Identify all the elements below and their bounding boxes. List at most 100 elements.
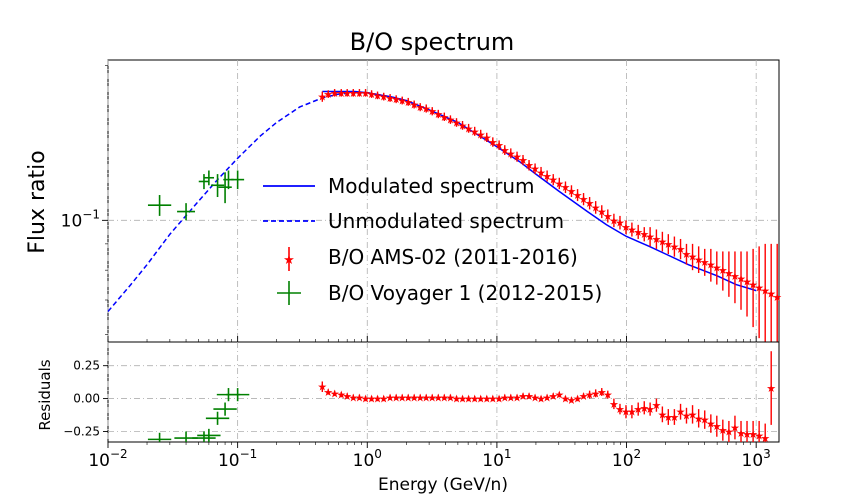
ams-residual-point: ★ xyxy=(591,387,601,400)
ams-residual-point: ★ xyxy=(500,391,510,404)
ams-point: ★ xyxy=(506,147,516,160)
x-axis-label: Energy (GeV/n) xyxy=(378,475,508,495)
ams-point: ★ xyxy=(433,108,443,121)
x-tick-label-exponent: 2 xyxy=(634,447,642,461)
ams-residual-point: ★ xyxy=(621,406,631,419)
ams-point: ★ xyxy=(548,174,558,187)
x-tick-label-exponent: 0 xyxy=(374,447,382,461)
ams-residual-point: ★ xyxy=(464,393,474,406)
ams-point: ★ xyxy=(724,267,734,280)
ams-residual-point: ★ xyxy=(651,399,661,412)
ams-residual-point: ★ xyxy=(669,411,679,424)
chart-title: B/O spectrum xyxy=(350,28,515,56)
residual-y-tick-label: 0.25 xyxy=(73,359,100,373)
ams-residual-point: ★ xyxy=(712,420,722,433)
ams-residual-point: ★ xyxy=(506,391,516,404)
ams-point: ★ xyxy=(754,282,764,295)
ams-point: ★ xyxy=(736,273,746,286)
ams-point: ★ xyxy=(742,276,752,289)
ams-point: ★ xyxy=(379,91,389,104)
ams-point: ★ xyxy=(603,210,613,223)
voyager-point xyxy=(231,170,245,190)
residual-grid xyxy=(107,342,779,442)
ams-point: ★ xyxy=(766,288,776,301)
ams-residual-point: ★ xyxy=(633,403,643,416)
ams-residual-point: ★ xyxy=(682,410,692,423)
ams-point: ★ xyxy=(663,238,673,251)
x-tick-label: 10−2 xyxy=(88,447,127,471)
ams-residual-point: ★ xyxy=(639,402,649,415)
ams-point: ★ xyxy=(342,87,352,100)
ams-residual-point: ★ xyxy=(458,393,468,406)
ams-point: ★ xyxy=(621,221,631,234)
voyager-point xyxy=(210,174,225,198)
legend-unmodulated-label: Unmodulated spectrum xyxy=(328,209,564,233)
ams-residual-point: ★ xyxy=(742,428,752,441)
main-y-tick-label: 10−1 xyxy=(61,207,100,231)
voyager-residual-point xyxy=(174,431,198,442)
ams-point: ★ xyxy=(730,270,740,283)
voyager-residual-point xyxy=(213,402,237,416)
x-tick-label-base: 10 xyxy=(353,451,375,471)
ams-residual-point: ★ xyxy=(330,387,340,400)
ams-residual-point: ★ xyxy=(379,393,389,406)
main-series: ★★★★★★★★★★★★★★★★★★★★★★★★★★★★★★★★★★★★★★★★… xyxy=(107,87,782,342)
ams-residual-point: ★ xyxy=(760,432,770,445)
ams-point: ★ xyxy=(361,87,371,100)
main-grid xyxy=(107,60,779,342)
ams-residual-point: ★ xyxy=(494,393,504,406)
ams-residual-point: ★ xyxy=(488,393,498,406)
ams-residual-point: ★ xyxy=(718,424,728,437)
ams-residual-point: ★ xyxy=(452,393,462,406)
ams-point: ★ xyxy=(682,248,692,261)
x-tick-label: 103 xyxy=(742,447,771,471)
voyager-residual-point xyxy=(147,432,172,442)
ams-point: ★ xyxy=(385,92,395,105)
ams-point: ★ xyxy=(415,101,425,114)
ams-residual-point: ★ xyxy=(476,393,486,406)
ams-point: ★ xyxy=(591,201,601,214)
ams-point: ★ xyxy=(688,251,698,264)
ams-point: ★ xyxy=(579,193,589,206)
ams-point: ★ xyxy=(391,93,401,106)
ams-point: ★ xyxy=(530,163,540,176)
svg-text:★: ★ xyxy=(283,253,295,268)
ams-residual-point: ★ xyxy=(579,390,589,403)
unmodulated-spectrum-line xyxy=(107,92,407,312)
ams-residual-point: ★ xyxy=(367,393,377,406)
ams-point: ★ xyxy=(317,91,327,104)
ams-residual-point: ★ xyxy=(657,408,667,421)
ams-residual-point: ★ xyxy=(445,391,455,404)
ams-point: ★ xyxy=(409,98,419,111)
ams-point: ★ xyxy=(706,259,716,272)
ams-residual-point: ★ xyxy=(748,428,758,441)
ams-point: ★ xyxy=(554,177,564,190)
ams-residual-point: ★ xyxy=(567,394,577,407)
ams-residual-point: ★ xyxy=(542,391,552,404)
ams-residual-point: ★ xyxy=(403,391,413,404)
ams-point: ★ xyxy=(354,87,364,100)
ams-residual-point: ★ xyxy=(361,393,371,406)
voyager-point xyxy=(198,174,210,190)
ams-point: ★ xyxy=(645,231,655,244)
ams-point: ★ xyxy=(700,256,710,269)
ams-point: ★ xyxy=(772,291,782,304)
main-y-axis-label: Flux ratio xyxy=(25,150,50,253)
ams-point: ★ xyxy=(718,264,728,277)
ams-point: ★ xyxy=(452,116,462,129)
ams-point: ★ xyxy=(367,88,377,101)
ams-point: ★ xyxy=(464,122,474,135)
voyager-residual-point xyxy=(205,411,230,425)
ams-residual-point: ★ xyxy=(766,382,776,395)
residual-y-tick-label: 0.00 xyxy=(73,392,100,406)
ams-residual-point: ★ xyxy=(627,406,637,419)
ams-point: ★ xyxy=(458,119,468,132)
ams-residual-point: ★ xyxy=(609,398,619,411)
x-tick-label-exponent: 1 xyxy=(504,447,512,461)
ams-point: ★ xyxy=(657,235,667,248)
ams-point: ★ xyxy=(518,154,528,167)
voyager-residual-point xyxy=(197,428,221,442)
ams-residual-point: ★ xyxy=(323,386,333,399)
ams-residual-point: ★ xyxy=(524,390,534,403)
